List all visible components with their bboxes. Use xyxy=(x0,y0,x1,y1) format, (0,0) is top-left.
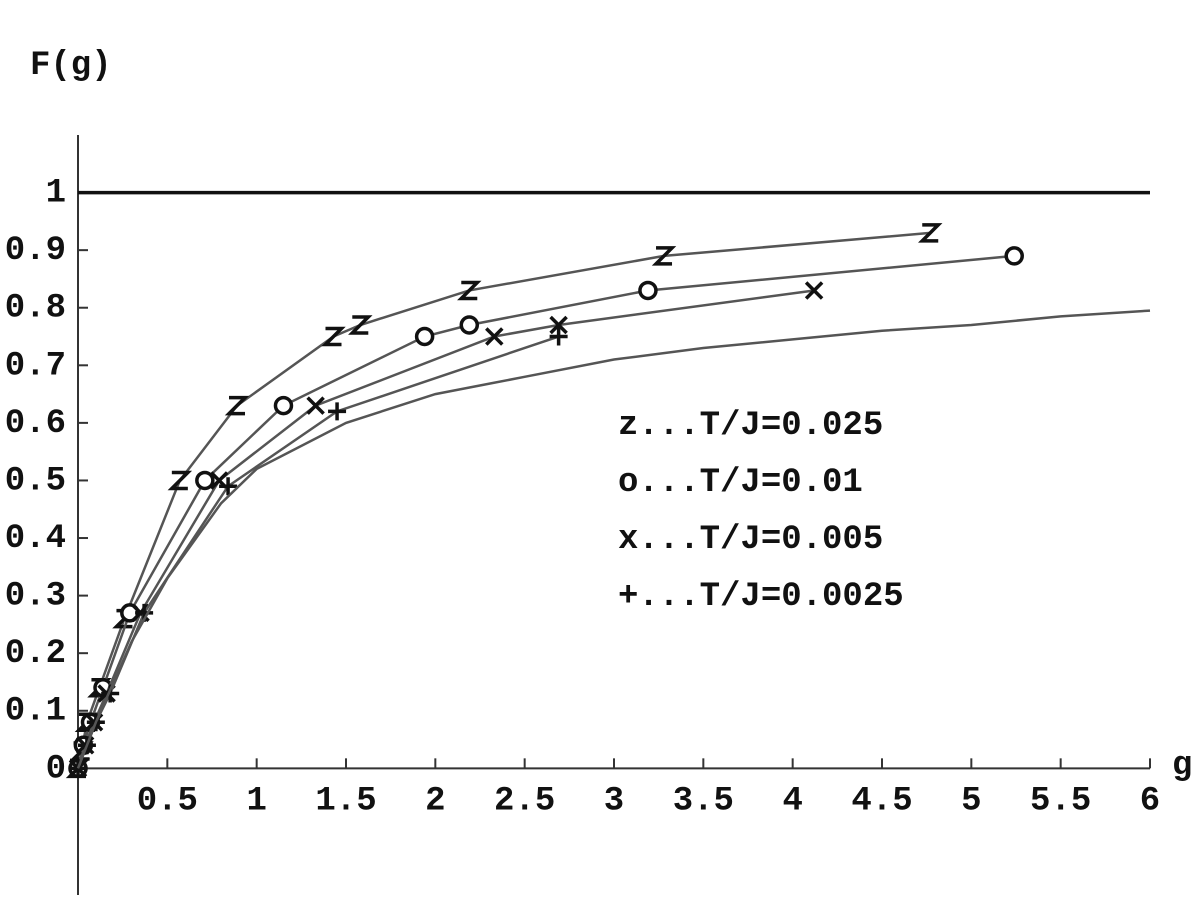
x-tick-label: 3 xyxy=(604,782,624,820)
y-tick-label: 0 xyxy=(46,750,66,788)
marker xyxy=(273,395,294,416)
marker xyxy=(167,470,193,491)
y-tick-label: 1 xyxy=(46,175,66,213)
marker xyxy=(414,326,435,347)
marker xyxy=(224,395,250,416)
x-tick-label: 3.5 xyxy=(673,782,734,820)
marker xyxy=(219,477,238,496)
y-tick-label: 0.5 xyxy=(5,462,66,500)
marker xyxy=(549,315,568,335)
legend-entry: +...T/J=0.0025 xyxy=(618,578,904,616)
y-tick-label: 0.4 xyxy=(5,520,66,558)
marker xyxy=(485,327,504,346)
marker xyxy=(1004,246,1024,266)
x-tick-label: 4 xyxy=(782,782,802,820)
marker xyxy=(457,280,482,301)
x-tick-label: 5.5 xyxy=(1030,782,1091,820)
marker xyxy=(651,246,677,266)
marker xyxy=(306,396,325,415)
marker xyxy=(918,223,943,243)
legend-entry: z...T/J=0.025 xyxy=(618,407,883,445)
marker xyxy=(195,470,215,491)
marker xyxy=(804,281,824,300)
x-tick-label: 1 xyxy=(246,782,266,820)
series-line xyxy=(76,289,815,769)
y-tick-label: 0.3 xyxy=(5,578,66,616)
y-tick-label: 0.2 xyxy=(5,635,66,673)
x-axis-label: g xyxy=(1172,747,1192,785)
marker xyxy=(321,326,346,347)
legend-entry: o...T/J=0.01 xyxy=(618,464,863,502)
x-tick-label: 2 xyxy=(425,782,445,820)
marker xyxy=(549,327,568,346)
x-tick-label: 0.5 xyxy=(137,782,198,820)
x-tick-label: 4.5 xyxy=(851,782,912,820)
series-line xyxy=(76,309,1151,769)
marker xyxy=(459,315,480,335)
x-tick-label: 5 xyxy=(961,782,981,820)
marker xyxy=(328,402,347,421)
y-tick-label: 0.9 xyxy=(5,232,66,270)
x-tick-label: 1.5 xyxy=(315,782,376,820)
x-tick-label: 6 xyxy=(1140,782,1160,820)
y-tick-label: 0.1 xyxy=(5,693,66,731)
marker xyxy=(638,280,658,301)
y-tick-label: 0.7 xyxy=(5,347,66,385)
y-tick-label: 0.6 xyxy=(5,405,66,443)
y-axis-label: F(g) xyxy=(30,47,112,85)
legend-entry: x...T/J=0.005 xyxy=(618,521,883,559)
marker xyxy=(348,315,373,335)
y-tick-label: 0.8 xyxy=(5,290,66,328)
x-tick-label: 2.5 xyxy=(494,782,555,820)
